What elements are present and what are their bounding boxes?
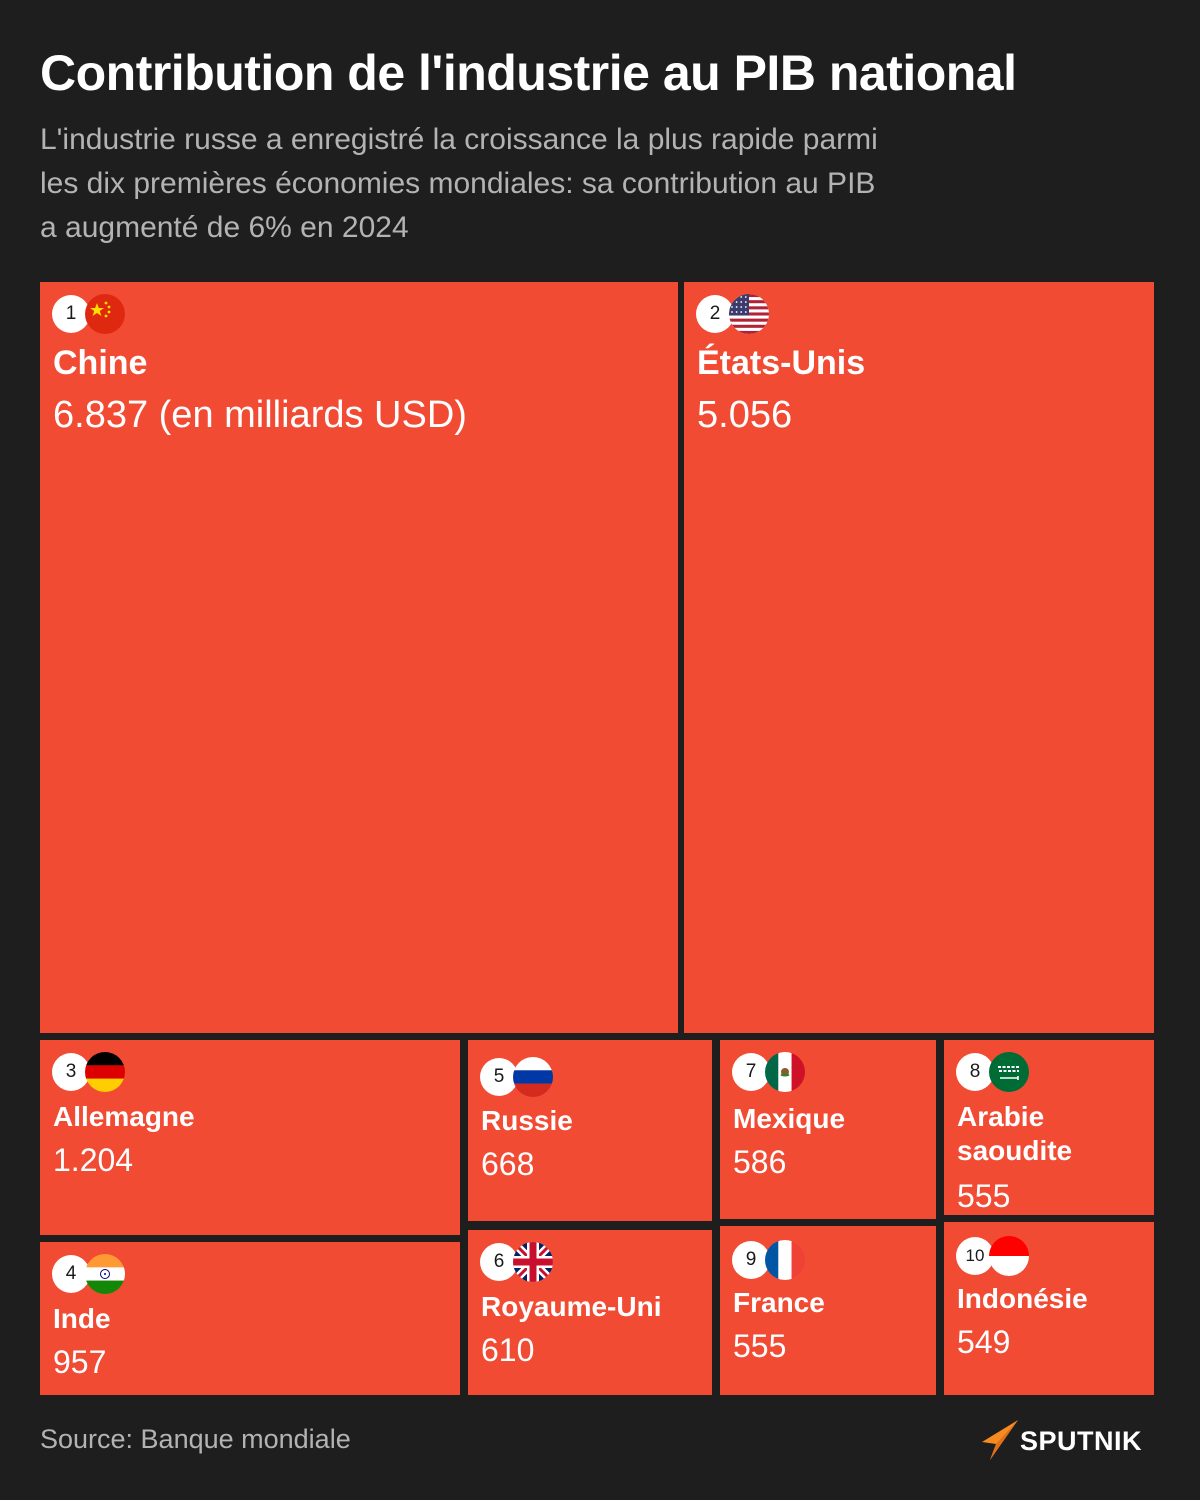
tile-value-label: 957 (53, 1344, 107, 1380)
subtitle-line-1: L'industrie russe a enregistré la croiss… (40, 123, 878, 156)
treemap-tile-7: 7 Mexique 586 (720, 1040, 936, 1219)
rank-number: 8 (956, 1053, 994, 1091)
tile-value-label: 6.837 (en milliards USD) (53, 394, 467, 436)
china-flag-icon (85, 294, 125, 334)
tile-country-name: Allemagne (53, 1101, 195, 1132)
tile-value-label: 5.056 (697, 394, 793, 436)
rank-number: 10 (956, 1237, 994, 1275)
germany-flag-icon (85, 1052, 125, 1092)
rank-number: 6 (480, 1243, 518, 1281)
tile-country-name: Mexique (733, 1103, 846, 1134)
tile-country-name: Inde (53, 1303, 111, 1334)
treemap-tile-1: 1 Chine 6.837 (en milliards USD) (40, 282, 678, 1033)
treemap-tile-6: 6 Royaume-Uni 610 (468, 1230, 712, 1395)
treemap-tile-8: 8 Arabie saoudite 555 (944, 1040, 1154, 1215)
tile-country-name-line: saoudite (957, 1135, 1073, 1166)
treemap-tile-3: 3 Allemagne 1.204 (40, 1040, 460, 1235)
treemap-tile-10: 10 Indonésie 549 (944, 1222, 1154, 1395)
tile-country-name-line: Arabie (957, 1101, 1045, 1132)
tile-country-name: Royaume-Uni (481, 1291, 662, 1322)
rank-number: 4 (52, 1255, 90, 1293)
rank-number: 7 (732, 1053, 770, 1091)
tile-country-name: Russie (481, 1105, 573, 1136)
tile-country-name: Arabie saoudite (957, 1100, 1072, 1168)
tile-country-name: France (733, 1287, 825, 1318)
rank-number: 1 (52, 295, 90, 333)
rank-number: 3 (52, 1053, 90, 1091)
rank-number: 2 (696, 295, 734, 333)
sputnik-logo-icon (982, 1420, 1018, 1460)
treemap-tile-5: 5 Russie 668 (468, 1040, 712, 1221)
tile-country-name: Chine (53, 344, 148, 382)
indonesia-flag-icon (989, 1236, 1029, 1276)
treemap-tile-4: 4 Inde 957 (40, 1242, 460, 1395)
tile-country-name: Indonésie (957, 1283, 1088, 1314)
source-note: Source: Banque mondiale (40, 1424, 351, 1454)
tile-value-label: 668 (481, 1146, 535, 1182)
tile-value-label: 549 (957, 1324, 1011, 1360)
tile-value-label: 586 (733, 1144, 787, 1180)
tile-value-label: 555 (733, 1328, 787, 1364)
usa-flag-icon (729, 294, 769, 334)
rank-number: 5 (480, 1058, 518, 1096)
france-flag-icon (765, 1240, 805, 1280)
india-flag-icon (85, 1254, 125, 1294)
subtitle-line-2: les dix premières économies mondiales: s… (40, 167, 876, 200)
tile-value-label: 555 (957, 1178, 1011, 1214)
tile-value-label: 610 (481, 1332, 535, 1368)
uk-flag-icon (513, 1242, 553, 1282)
tile-country-name: États-Unis (697, 344, 866, 382)
page-title: Contribution de l'industrie au PIB natio… (40, 45, 1017, 101)
subtitle-line-3: a augmenté de 6% en 2024 (40, 211, 409, 244)
tile-value-label: 1.204 (53, 1142, 134, 1178)
subtitle: L'industrie russe a enregistré la croiss… (40, 118, 1080, 250)
rank-number: 9 (732, 1241, 770, 1279)
sputnik-logo-text: SPUTNIK (1020, 1426, 1143, 1456)
treemap-tile-9: 9 France 555 (720, 1226, 936, 1395)
saudi-arabia-flag-icon (989, 1052, 1029, 1092)
mexico-flag-icon (765, 1052, 805, 1092)
russia-flag-icon (513, 1057, 553, 1097)
treemap-tile-2: 2 États-Unis 5.056 (684, 282, 1154, 1033)
